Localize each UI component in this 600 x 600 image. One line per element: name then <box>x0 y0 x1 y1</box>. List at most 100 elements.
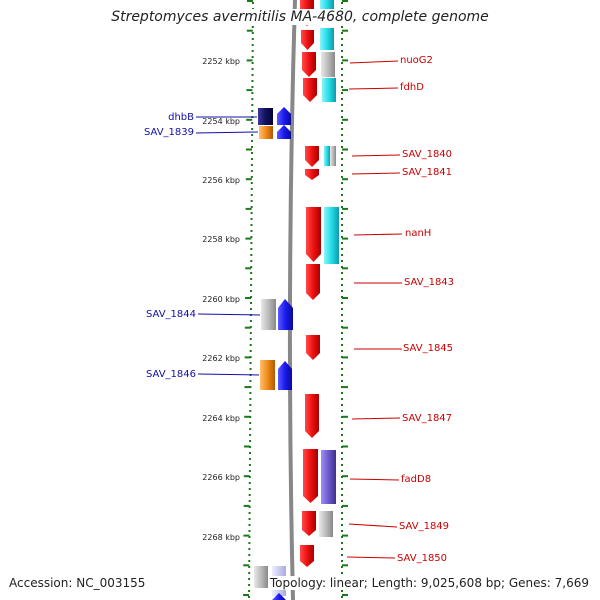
gene-arrow[interactable] <box>321 450 336 504</box>
track-dot <box>341 50 343 52</box>
gene-label-sav-1847[interactable]: SAV_1847 <box>402 413 452 424</box>
track-dot <box>341 410 343 412</box>
gene-arrow[interactable] <box>258 108 273 125</box>
gene-arrow[interactable] <box>260 360 275 390</box>
gene-label-sav-1841[interactable]: SAV_1841 <box>402 167 452 178</box>
track-dot <box>248 584 251 586</box>
gene-arrow[interactable] <box>272 593 286 600</box>
track-major-tick <box>342 148 348 151</box>
gene-arrow[interactable] <box>330 146 336 166</box>
scale-label-2260: 2260 kbp <box>202 295 240 304</box>
gene-label-sav-1846[interactable]: SAV_1846 <box>146 369 196 380</box>
gene-arrow[interactable] <box>278 361 292 390</box>
gene-label-nuog2[interactable]: nuoG2 <box>400 55 433 66</box>
gene-arrow[interactable] <box>278 299 293 330</box>
track-dot <box>341 188 343 190</box>
gene-label-sav-1850[interactable]: SAV_1850 <box>397 553 447 564</box>
gene-arrow[interactable] <box>322 78 336 102</box>
track-major-tick <box>342 534 348 537</box>
track-dot <box>250 248 253 250</box>
track-dot <box>341 260 343 262</box>
track-major-tick <box>246 148 253 151</box>
gene-arrow[interactable] <box>302 511 316 536</box>
gene-label-nanh[interactable]: nanH <box>405 228 431 239</box>
gene-label-sav-1840[interactable]: SAV_1840 <box>402 149 452 160</box>
track-dot <box>251 74 254 76</box>
track-dot <box>251 140 254 142</box>
track-dot <box>341 74 343 76</box>
gene-arrow[interactable] <box>324 146 330 166</box>
gene-arrow[interactable] <box>301 30 314 50</box>
track-dot <box>341 554 343 556</box>
track-dot <box>251 86 254 88</box>
scale-labels: 2252 kbp 2254 kbp 2256 kbp 2258 kbp 2260… <box>202 57 240 542</box>
track-dot <box>341 536 343 538</box>
gene-arrow[interactable] <box>305 169 319 180</box>
gene-arrow[interactable] <box>319 511 333 537</box>
gene-label-sav-1839[interactable]: SAV_1839 <box>144 127 194 138</box>
gene-arrow[interactable] <box>277 125 291 139</box>
gene-arrow[interactable] <box>300 545 314 567</box>
track-dot <box>251 2 254 4</box>
gene-arrow[interactable] <box>306 264 320 300</box>
gene-label-sav-1844[interactable]: SAV_1844 <box>146 309 196 320</box>
track-dot <box>249 434 252 436</box>
track-dot <box>341 464 343 466</box>
gene-label-fdhd[interactable]: fdhD <box>400 82 424 93</box>
track-dot <box>250 266 253 268</box>
gene-arrow[interactable] <box>306 207 321 262</box>
gene-label-fadd8[interactable]: fadD8 <box>401 474 431 485</box>
gene-arrow[interactable] <box>321 52 335 77</box>
leader-line <box>351 154 401 157</box>
track-dot <box>341 470 343 472</box>
gene-arrow[interactable] <box>324 207 339 264</box>
gene-label-dhbb[interactable]: dhbB <box>168 112 194 123</box>
gene-arrow[interactable] <box>306 335 320 360</box>
gene-arrow[interactable] <box>261 299 276 330</box>
leader-line <box>197 313 261 316</box>
track-dot <box>248 500 251 502</box>
gene-arrow[interactable] <box>259 126 273 139</box>
track-major-tick <box>342 326 348 329</box>
gene-label-sav-1843[interactable]: SAV_1843 <box>404 277 454 288</box>
left-gene-labels: dhbB SAV_1839 SAV_1844 SAV_1846 <box>144 112 261 380</box>
track-dot <box>248 470 251 472</box>
right-gene-labels: nuoG2 fdhD SAV_1840 SAV_1841 nanH SAV_18… <box>346 55 454 564</box>
track-dot <box>341 206 343 208</box>
track-dot <box>341 104 343 106</box>
track-dot <box>250 290 253 292</box>
gene-arrow[interactable] <box>302 52 316 77</box>
gene-arrow[interactable] <box>303 78 317 102</box>
track-dot <box>341 572 343 574</box>
track-dot <box>341 380 343 382</box>
track-dot <box>250 164 253 166</box>
track-dot <box>250 200 253 202</box>
track-dot <box>341 524 343 526</box>
scale-label-2262: 2262 kbp <box>202 354 240 363</box>
track-major-tick <box>342 118 348 121</box>
track-major-tick <box>342 29 348 32</box>
track-dot <box>248 464 251 466</box>
gene-arrow[interactable] <box>303 449 318 503</box>
gene-label-sav-1845[interactable]: SAV_1845 <box>403 343 453 354</box>
track-dot <box>341 548 343 550</box>
track-dot <box>251 122 254 124</box>
track-dot <box>251 50 254 52</box>
track-dot <box>341 458 343 460</box>
track-dot <box>248 536 251 538</box>
track-dot <box>249 428 252 430</box>
gene-arrow[interactable] <box>305 394 319 438</box>
gene-arrow[interactable] <box>305 146 319 167</box>
leader-line <box>348 523 398 528</box>
gene-arrow[interactable] <box>277 107 291 125</box>
scale-label-2252: 2252 kbp <box>202 57 240 66</box>
leader-line <box>353 233 403 236</box>
track-dot <box>341 152 343 154</box>
track-dot <box>250 236 253 238</box>
gene-arrow[interactable] <box>320 28 334 50</box>
track-major-tick <box>244 386 251 389</box>
track-dot <box>249 380 252 382</box>
track-major-tick <box>342 0 348 2</box>
gene-label-sav-1849[interactable]: SAV_1849 <box>399 521 449 532</box>
gene-arrow[interactable] <box>254 566 268 588</box>
